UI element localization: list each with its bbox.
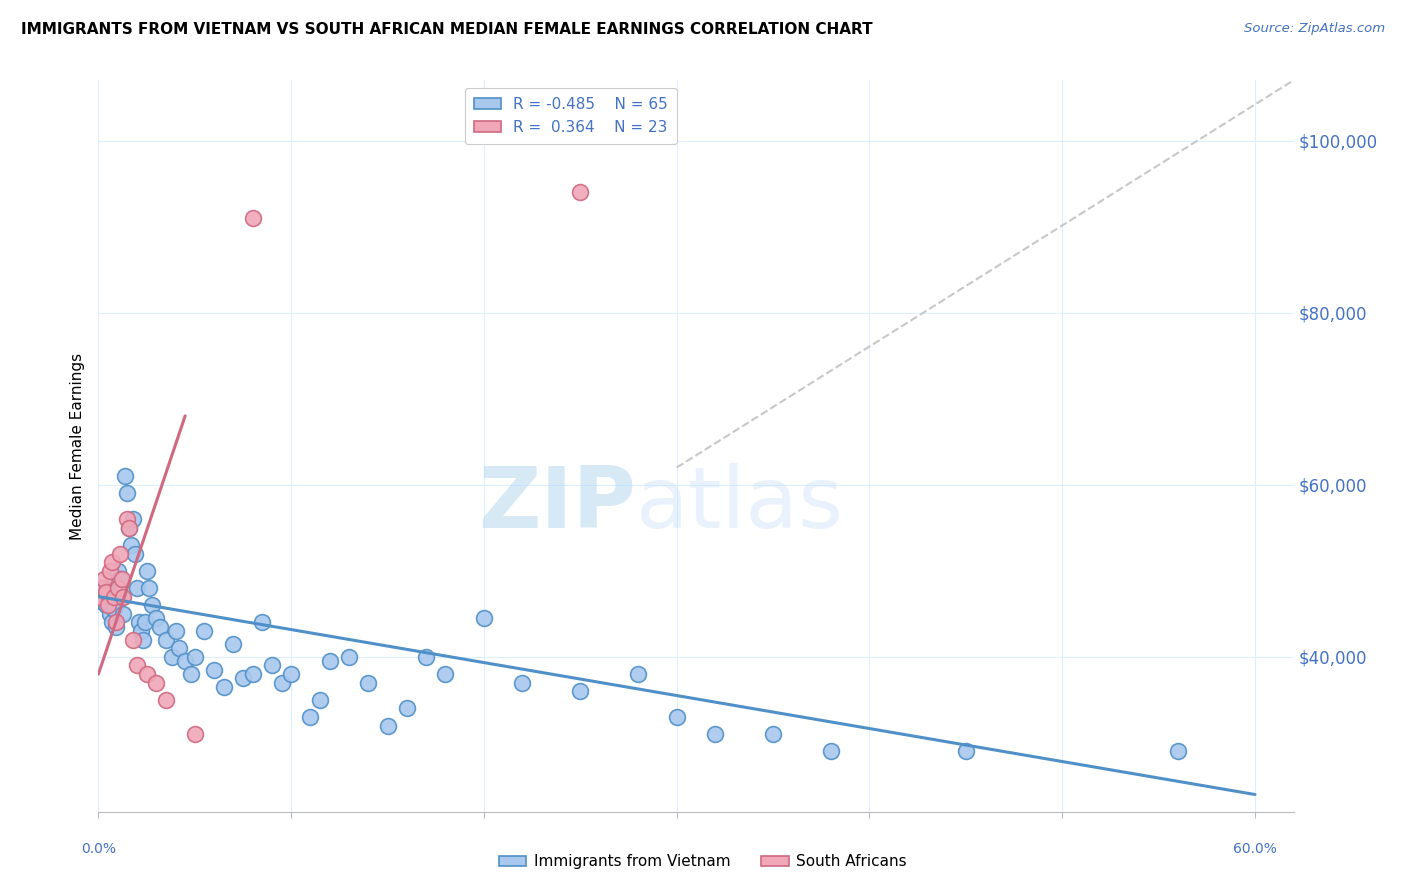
Point <box>337 649 360 664</box>
Point <box>193 624 215 638</box>
Point <box>145 611 167 625</box>
Point <box>91 581 114 595</box>
Text: Source: ZipAtlas.com: Source: ZipAtlas.com <box>1244 22 1385 36</box>
Point <box>97 585 120 599</box>
Point <box>135 667 157 681</box>
Point <box>512 675 534 690</box>
Point <box>114 469 136 483</box>
Point <box>149 620 172 634</box>
Point <box>129 624 152 638</box>
Text: ZIP: ZIP <box>478 463 637 546</box>
Point <box>98 607 121 621</box>
Point <box>128 615 150 630</box>
Text: atlas: atlas <box>637 463 844 546</box>
Point <box>118 521 141 535</box>
Point <box>955 744 977 758</box>
Point <box>94 585 117 599</box>
Point <box>104 615 127 630</box>
Point <box>252 615 274 630</box>
Point <box>434 667 457 681</box>
Text: 0.0%: 0.0% <box>82 842 115 856</box>
Point <box>472 611 495 625</box>
Point <box>135 564 157 578</box>
Point <box>107 581 129 595</box>
Point <box>89 590 111 604</box>
Point <box>180 667 202 681</box>
Point <box>93 581 115 595</box>
Point <box>174 654 197 668</box>
Point <box>132 632 155 647</box>
Text: 60.0%: 60.0% <box>1233 842 1277 856</box>
Point <box>122 512 145 526</box>
Point <box>117 486 139 500</box>
Point <box>415 649 437 664</box>
Point <box>155 693 177 707</box>
Point <box>120 538 142 552</box>
Point <box>155 632 177 647</box>
Point <box>112 607 135 621</box>
Point <box>704 727 727 741</box>
Point <box>108 573 131 587</box>
Point <box>665 710 688 724</box>
Point <box>184 727 207 741</box>
Point <box>309 693 332 707</box>
Legend: R = -0.485    N = 65, R =  0.364    N = 23: R = -0.485 N = 65, R = 0.364 N = 23 <box>464 88 678 144</box>
Point <box>103 602 125 616</box>
Point <box>125 658 148 673</box>
Point <box>104 620 127 634</box>
Point <box>98 564 121 578</box>
Point <box>184 649 207 664</box>
Point <box>94 598 117 612</box>
Point <box>377 719 399 733</box>
Point <box>1167 744 1189 758</box>
Point <box>118 521 141 535</box>
Point <box>141 598 163 612</box>
Point <box>97 598 120 612</box>
Point <box>222 637 245 651</box>
Point <box>357 675 380 690</box>
Point <box>212 680 235 694</box>
Point <box>569 684 592 698</box>
Point <box>270 675 292 690</box>
Point <box>110 590 132 604</box>
Point <box>395 701 418 715</box>
Point <box>319 654 342 668</box>
Legend: Immigrants from Vietnam, South Africans: Immigrants from Vietnam, South Africans <box>494 848 912 875</box>
Point <box>299 710 322 724</box>
Point <box>242 211 264 225</box>
Point <box>112 590 135 604</box>
Point <box>91 590 114 604</box>
Point <box>169 641 191 656</box>
Point <box>117 512 139 526</box>
Point <box>232 671 254 685</box>
Point <box>107 564 129 578</box>
Point <box>260 658 283 673</box>
Point <box>202 663 225 677</box>
Point <box>242 667 264 681</box>
Point <box>103 590 125 604</box>
Point <box>160 649 183 664</box>
Point <box>124 547 146 561</box>
Y-axis label: Median Female Earnings: Median Female Earnings <box>69 352 84 540</box>
Point <box>627 667 650 681</box>
Point <box>280 667 302 681</box>
Point <box>101 555 124 569</box>
Point <box>138 581 160 595</box>
Point <box>101 615 124 630</box>
Point <box>165 624 187 638</box>
Point <box>134 615 156 630</box>
Point <box>93 573 115 587</box>
Point <box>569 185 592 199</box>
Point <box>122 632 145 647</box>
Point <box>108 547 131 561</box>
Text: IMMIGRANTS FROM VIETNAM VS SOUTH AFRICAN MEDIAN FEMALE EARNINGS CORRELATION CHAR: IMMIGRANTS FROM VIETNAM VS SOUTH AFRICAN… <box>21 22 873 37</box>
Point <box>89 594 111 608</box>
Point <box>125 581 148 595</box>
Point <box>145 675 167 690</box>
Point <box>762 727 785 741</box>
Point <box>110 573 132 587</box>
Point <box>820 744 842 758</box>
